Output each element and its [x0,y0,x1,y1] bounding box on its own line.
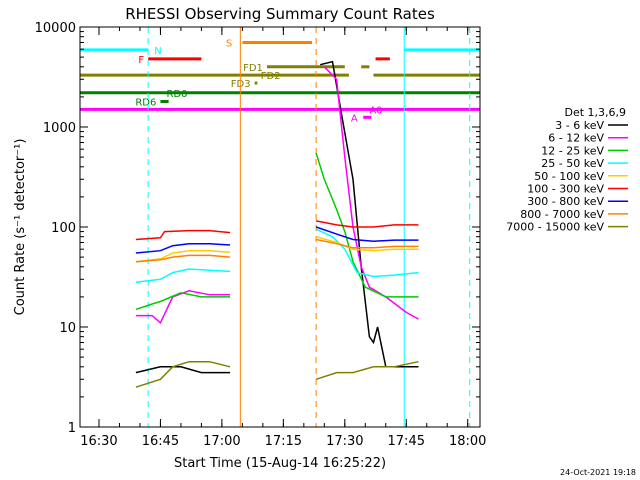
x-axis: 16:30 16:45 17:00 17:15 17:30 17:45 18:00 [80,27,486,449]
flag-label-RD0: RD0 [167,89,188,100]
series-line-5-1 [315,220,419,228]
x-tick-label-0: 16:30 [80,434,117,449]
y-tick-label-0: 1 [68,421,76,436]
flag-label-A: A [351,113,358,124]
legend-label-2: 12 - 25 keV [541,144,604,157]
flag-label-A0: A0 [369,105,382,116]
y-tick-label-3: 1000 [43,121,76,136]
y-tick-label-2: 100 [51,221,76,236]
series-line-3-0 [135,268,231,284]
chart-title: RHESSI Observing Summary Count Rates [125,5,435,23]
flag-label-FD2: FD2 [261,71,281,82]
series-line-2-0 [135,292,231,311]
y-axis-label: Count Rate (s⁻¹ detector⁻¹) [13,139,28,316]
legend-label-1: 6 - 12 keV [548,132,604,145]
series-line-2-1 [315,152,419,298]
legend-label-0: 3 - 6 keV [555,119,604,132]
series-line-8-1 [315,360,419,381]
series-line-5-0 [135,229,231,241]
legend-label-6: 300 - 800 keV [527,195,604,208]
series-line-7-1 [315,238,419,249]
series-line-3-1 [315,228,419,278]
flag-label-S: S [226,38,232,49]
y-axis: 1 10 100 1000 10000 [35,21,480,436]
flag-label-N: N [154,46,161,57]
series-line-8-0 [135,360,231,388]
legend-label-3: 25 - 50 keV [541,157,604,170]
series-line-0-0 [135,366,231,374]
flags-layer: NSFFD1FD2FD3RD0RD6A0A [80,38,480,124]
legend-label-8: 7000 - 15000 keV [506,221,604,234]
legend-label-4: 50 - 100 keV [534,170,604,183]
footer-date: 24-Oct-2021 19:18 [560,468,636,477]
x-tick-label-5: 17:45 [388,434,425,449]
legend-label-7: 800 - 7000 keV [520,208,604,221]
series-line-6-1 [315,226,419,243]
y-tick-label-4: 10000 [35,21,76,36]
series-line-1-0 [135,290,231,325]
series-line-4-1 [315,235,419,252]
series-line-7-0 [135,254,231,263]
flag-label-RD6: RD6 [135,97,156,108]
y-tick-label-1: 10 [59,321,76,336]
series-line-6-0 [135,242,231,254]
x-tick-label-3: 17:15 [265,434,302,449]
plot-frame [79,26,481,428]
x-tick-label-6: 18:00 [449,434,486,449]
x-axis-label: Start Time (15-Aug-14 16:25:22) [174,456,386,471]
x-tick-label-1: 16:45 [142,434,179,449]
series-line-1-1 [323,66,419,320]
flag-label-FD1: FD1 [243,63,263,74]
series-layer [135,60,419,388]
x-tick-label-2: 17:00 [203,434,240,449]
flag-label-F: F [138,55,144,66]
legend-title: Det 1,3,6,9 [564,106,626,119]
legend-label-5: 100 - 300 keV [527,183,604,196]
x-tick-label-4: 17:30 [326,434,363,449]
